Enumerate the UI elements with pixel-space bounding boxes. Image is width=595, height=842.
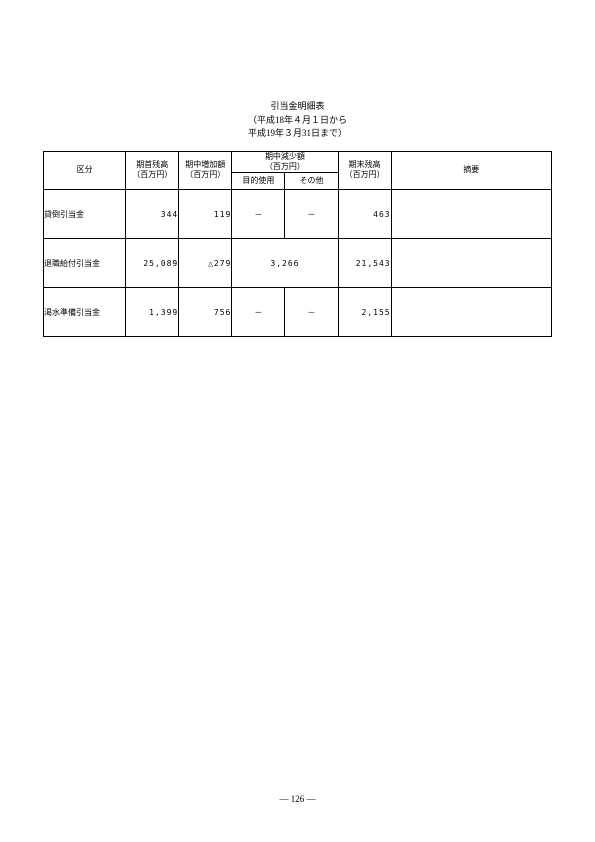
table-row: 渇水準備引当金 1,399 756 － － 2,155 <box>44 288 552 337</box>
row-increase: 119 <box>179 190 232 239</box>
period-line-2: 平成19年３月31日まで） <box>43 127 552 141</box>
row-opening: 1,399 <box>126 288 179 337</box>
page-title: 引当金明細表 <box>43 100 552 114</box>
col-remark: 摘要 <box>391 151 551 190</box>
row-dec-other: － <box>285 288 338 337</box>
col-opening: 期首残高 （百万円） <box>126 151 179 190</box>
row-dec-purpose: － <box>232 288 285 337</box>
table-row: 貸倒引当金 344 119 － － 463 <box>44 190 552 239</box>
row-opening: 25,089 <box>126 239 179 288</box>
row-dec-other: － <box>285 190 338 239</box>
row-label: 渇水準備引当金 <box>44 288 126 337</box>
row-increase: △279 <box>179 239 232 288</box>
row-opening: 344 <box>126 190 179 239</box>
allowance-table: 区分 期首残高 （百万円） 期中増加額 （百万円） 期中減少額 （百万円） 期末… <box>43 151 552 338</box>
row-label: 貸倒引当金 <box>44 190 126 239</box>
row-closing: 21,543 <box>338 239 391 288</box>
col-category: 区分 <box>44 151 126 190</box>
row-closing: 463 <box>338 190 391 239</box>
col-closing: 期末残高 （百万円） <box>338 151 391 190</box>
row-remark <box>391 288 551 337</box>
row-remark <box>391 239 551 288</box>
title-block: 引当金明細表 （平成18年４月１日から 平成19年３月31日まで） <box>43 100 552 141</box>
table-body: 貸倒引当金 344 119 － － 463 退職給付引当金 25,089 △27… <box>44 190 552 337</box>
row-dec-merged: 3,266 <box>232 239 338 288</box>
row-closing: 2,155 <box>338 288 391 337</box>
row-dec-purpose: － <box>232 190 285 239</box>
row-remark <box>391 190 551 239</box>
col-increase: 期中増加額 （百万円） <box>179 151 232 190</box>
col-decrease-group: 期中減少額 （百万円） <box>232 151 338 173</box>
table-row: 退職給付引当金 25,089 △279 3,266 21,543 <box>44 239 552 288</box>
col-decrease-other: その他 <box>285 173 338 190</box>
page-number: ― 126 ― <box>0 794 595 804</box>
row-increase: 756 <box>179 288 232 337</box>
period-line-1: （平成18年４月１日から <box>43 114 552 128</box>
col-decrease-purpose: 目的使用 <box>232 173 285 190</box>
row-label: 退職給付引当金 <box>44 239 126 288</box>
